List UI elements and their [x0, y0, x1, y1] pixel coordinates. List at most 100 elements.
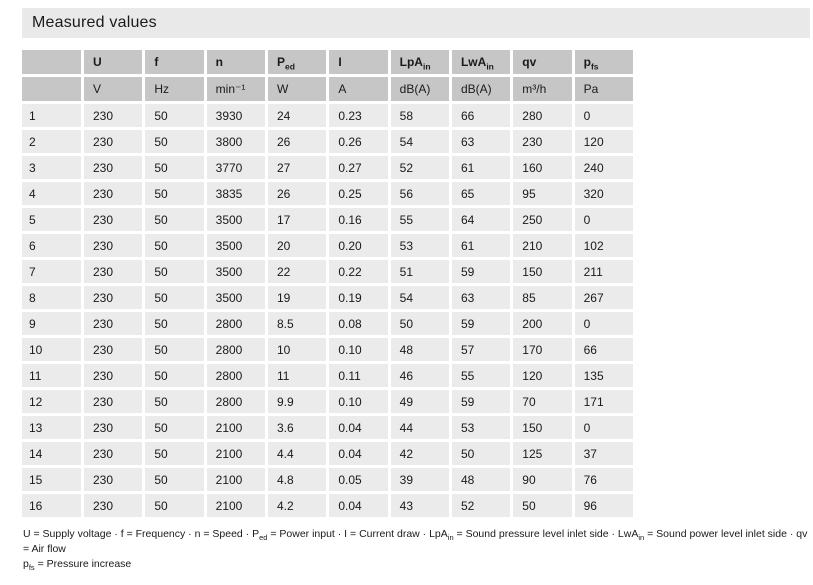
- value-cell: 150: [513, 416, 572, 439]
- value-cell: 230: [84, 286, 143, 309]
- value-cell: 2100: [206, 468, 265, 491]
- value-cell: 2800: [206, 338, 265, 361]
- row-number-cell: 5: [22, 208, 81, 231]
- value-cell: 0.19: [329, 286, 388, 309]
- row-number-cell: 4: [22, 182, 81, 205]
- value-cell: 44: [390, 416, 449, 439]
- value-cell: 76: [574, 468, 633, 491]
- value-cell: 230: [84, 390, 143, 413]
- value-cell: 2100: [206, 416, 265, 439]
- value-cell: 230: [84, 130, 143, 153]
- value-cell: 50: [145, 312, 204, 335]
- value-cell: 3500: [206, 234, 265, 257]
- value-cell: 0: [574, 416, 633, 439]
- row-number-cell: 16: [22, 494, 81, 517]
- table-row: 4 230 50 3835 26 0.25 56 65 95 320: [22, 182, 633, 205]
- table-row: 12 230 50 2800 9.9 0.10 49 59 70 171: [22, 390, 633, 413]
- value-cell: 50: [513, 494, 572, 517]
- row-number-cell: 3: [22, 156, 81, 179]
- value-cell: 95: [513, 182, 572, 205]
- value-cell: 50: [145, 182, 204, 205]
- value-cell: 50: [145, 156, 204, 179]
- column-header: LpAin: [390, 50, 449, 74]
- row-number-cell: 8: [22, 286, 81, 309]
- value-cell: 61: [451, 234, 511, 257]
- value-cell: 26: [267, 182, 327, 205]
- value-cell: 0: [574, 104, 633, 127]
- table-row: 16 230 50 2100 4.2 0.04 43 52 50 96: [22, 494, 633, 517]
- value-cell: 135: [574, 364, 633, 387]
- value-cell: 230: [84, 364, 143, 387]
- column-header: qv: [513, 50, 572, 74]
- row-number-cell: 14: [22, 442, 81, 465]
- value-cell: 8.5: [267, 312, 327, 335]
- value-cell: 211: [574, 260, 633, 283]
- value-cell: 66: [574, 338, 633, 361]
- value-cell: 210: [513, 234, 572, 257]
- value-cell: 59: [451, 260, 511, 283]
- value-cell: 9.9: [267, 390, 327, 413]
- value-cell: 50: [145, 416, 204, 439]
- value-cell: 0.10: [329, 338, 388, 361]
- value-cell: 59: [451, 312, 511, 335]
- value-cell: 4.2: [267, 494, 327, 517]
- row-number-cell: 7: [22, 260, 81, 283]
- unit-cell: V: [84, 77, 143, 101]
- value-cell: 230: [84, 234, 143, 257]
- value-cell: 48: [451, 468, 511, 491]
- value-cell: 200: [513, 312, 572, 335]
- value-cell: 49: [390, 390, 449, 413]
- value-cell: 90: [513, 468, 572, 491]
- value-cell: 64: [451, 208, 511, 231]
- table-row: 5 230 50 3500 17 0.16 55 64 250 0: [22, 208, 633, 231]
- value-cell: 50: [145, 104, 204, 127]
- value-cell: 2800: [206, 312, 265, 335]
- value-cell: 3500: [206, 260, 265, 283]
- value-cell: 48: [390, 338, 449, 361]
- value-cell: 0.04: [329, 416, 388, 439]
- table-row: 2 230 50 3800 26 0.26 54 63 230 120: [22, 130, 633, 153]
- value-cell: 53: [390, 234, 449, 257]
- value-cell: 63: [451, 130, 511, 153]
- row-number-cell: 13: [22, 416, 81, 439]
- value-cell: 0.11: [329, 364, 388, 387]
- row-number-cell: 6: [22, 234, 81, 257]
- value-cell: 3.6: [267, 416, 327, 439]
- value-cell: 3835: [206, 182, 265, 205]
- value-cell: 320: [574, 182, 633, 205]
- row-number-cell: 15: [22, 468, 81, 491]
- value-cell: 2100: [206, 442, 265, 465]
- value-cell: 50: [145, 260, 204, 283]
- value-cell: 230: [84, 104, 143, 127]
- value-cell: 2100: [206, 494, 265, 517]
- value-cell: 50: [145, 286, 204, 309]
- value-cell: 4.4: [267, 442, 327, 465]
- value-cell: 57: [451, 338, 511, 361]
- value-cell: 0: [574, 312, 633, 335]
- value-cell: 3770: [206, 156, 265, 179]
- footnote-line: U = Supply voltage · f = Frequency · n =…: [23, 528, 808, 555]
- unit-cell: [22, 77, 81, 101]
- table-row: 14 230 50 2100 4.4 0.04 42 50 125 37: [22, 442, 633, 465]
- value-cell: 39: [390, 468, 449, 491]
- value-cell: 58: [390, 104, 449, 127]
- value-cell: 59: [451, 390, 511, 413]
- value-cell: 19: [267, 286, 327, 309]
- value-cell: 50: [145, 208, 204, 231]
- table-row: 9 230 50 2800 8.5 0.08 50 59 200 0: [22, 312, 633, 335]
- value-cell: 230: [84, 468, 143, 491]
- value-cell: 54: [390, 130, 449, 153]
- value-cell: 230: [84, 338, 143, 361]
- value-cell: 3930: [206, 104, 265, 127]
- table-row: 13 230 50 2100 3.6 0.04 44 53 150 0: [22, 416, 633, 439]
- value-cell: 280: [513, 104, 572, 127]
- value-cell: 4.8: [267, 468, 327, 491]
- value-cell: 26: [267, 130, 327, 153]
- value-cell: 2800: [206, 390, 265, 413]
- value-cell: 56: [390, 182, 449, 205]
- value-cell: 250: [513, 208, 572, 231]
- column-header: I: [329, 50, 388, 74]
